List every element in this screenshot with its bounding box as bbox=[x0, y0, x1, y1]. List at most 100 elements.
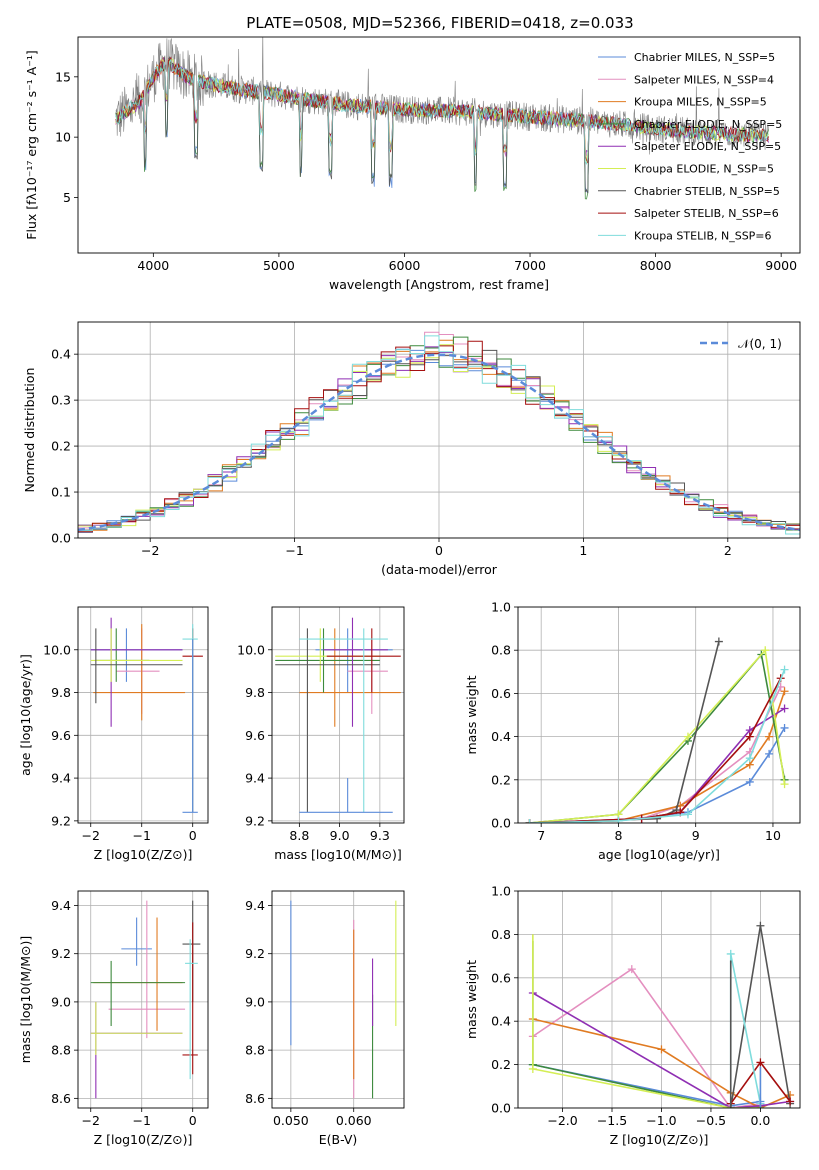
y-tick-label: 9.4 bbox=[245, 898, 265, 913]
x-tick-label: 0.0 bbox=[750, 1113, 770, 1128]
x-tick-label: −2 bbox=[82, 828, 100, 843]
y-tick-label: 0.2 bbox=[51, 439, 71, 454]
weight-series-2 bbox=[532, 967, 761, 1108]
weight-series-9 bbox=[729, 953, 762, 1104]
weight-series-5 bbox=[532, 992, 791, 1108]
y-tick-label: 9.6 bbox=[245, 728, 265, 743]
y-axis-label: mass [log10(M/M⊙)] bbox=[18, 936, 33, 1064]
axes-frame bbox=[517, 606, 801, 824]
y-tick-label: 0.8 bbox=[491, 927, 511, 942]
plot-area-weight-vs-Z bbox=[518, 891, 800, 1108]
x-axis-label: wavelength [Angstrom, rest frame] bbox=[329, 277, 549, 292]
y-tick-label: 8.8 bbox=[245, 1043, 265, 1058]
weight-series-2 bbox=[529, 686, 782, 823]
normal-curve bbox=[78, 353, 800, 532]
y-tick-label: 0.4 bbox=[51, 347, 71, 362]
x-tick-label: −1.0 bbox=[646, 1113, 676, 1128]
error-bar-point bbox=[299, 778, 393, 813]
y-axis-label: mass weight bbox=[464, 675, 479, 754]
legend-entry: Kroupa MILES, N_SSP=5 bbox=[634, 96, 767, 109]
weight-series-8 bbox=[529, 677, 782, 823]
weight-marker bbox=[765, 732, 774, 741]
y-tick-label: 0.0 bbox=[51, 531, 71, 546]
weight-marker bbox=[761, 646, 770, 655]
axes-mass-vs-Z: −2 −1 0 8.6 8.8 9.0 9.2 9.4 Z [log10(Z/Z⊙)] mass … bbox=[18, 890, 209, 1147]
x-tick-label: −1.5 bbox=[597, 1113, 627, 1128]
axes-weight-vs-age: 7 8 9 10 0.0 0.2 0.4 0.6 0.8 1.0 age [log10(age/yr… bbox=[464, 600, 801, 862]
weight-series-9 bbox=[529, 669, 786, 823]
x-tick-label: 6000 bbox=[389, 258, 421, 273]
x-tick-label: −1 bbox=[285, 543, 303, 558]
weight-marker bbox=[714, 637, 723, 646]
y-tick-label: 9.4 bbox=[51, 771, 71, 786]
error-bar-point bbox=[116, 628, 160, 714]
x-tick-label: 2 bbox=[724, 543, 732, 558]
x-axis-label: Z [log10(Z/Z⊙)] bbox=[610, 1132, 709, 1147]
y-tick-label: 0.2 bbox=[491, 1057, 511, 1072]
y-tick-label: 10 bbox=[55, 130, 71, 145]
x-tick-label: 9.0 bbox=[330, 828, 350, 843]
y-tick-label: 0.4 bbox=[491, 729, 511, 744]
y-tick-label: 9.8 bbox=[51, 685, 71, 700]
plot-area-age-vs-Z bbox=[78, 607, 208, 823]
y-axis-label: age [log10(age/yr)] bbox=[18, 654, 33, 776]
y-tick-label: 8.6 bbox=[245, 1091, 265, 1106]
x-tick-label: 1 bbox=[579, 543, 587, 558]
weight-marker bbox=[683, 810, 692, 819]
weight-marker bbox=[756, 921, 765, 930]
legend-entry: Salpeter STELIB, N_SSP=6 bbox=[634, 207, 779, 220]
axes-weight-vs-Z: −2.0 −1.5 −1.0 −0.5 0.0 0.0 0.2 0.4 0.6 0.8 1.0 Z [… bbox=[464, 884, 801, 1147]
error-bar-point bbox=[299, 628, 401, 727]
y-tick-label: 9.0 bbox=[51, 994, 71, 1009]
weight-marker bbox=[745, 732, 754, 741]
x-axis-label: age [log10(age/yr)] bbox=[598, 847, 720, 862]
axes-layer: 4000 5000 6000 7000 8000 900051015wavelength … bbox=[18, 36, 801, 1147]
y-tick-label: 10.0 bbox=[43, 642, 71, 657]
plot-area-weight-vs-age bbox=[518, 607, 800, 823]
axes-frame bbox=[271, 890, 405, 1109]
axes-frame bbox=[77, 890, 209, 1109]
x-tick-label: 4000 bbox=[137, 258, 169, 273]
weight-marker bbox=[525, 819, 534, 823]
x-tick-label: −2 bbox=[141, 543, 159, 558]
y-tick-label: 0.8 bbox=[491, 643, 511, 658]
y-axis-label: Flux [fλ10⁻¹⁷ erg cm⁻² s⁻¹ A⁻¹] bbox=[24, 50, 39, 239]
error-bar-point bbox=[93, 624, 186, 721]
x-tick-label: −1 bbox=[133, 1113, 151, 1128]
y-tick-label: 1.0 bbox=[491, 600, 511, 615]
error-bar-point bbox=[93, 917, 183, 1031]
weight-marker bbox=[614, 816, 623, 823]
error-bar-point bbox=[275, 628, 380, 813]
axes-age-vs-mass: 8.8 9.0 9.3 9.2 9.4 9.6 9.8 10.0 mass [log10(M/M… bbox=[237, 606, 405, 862]
weight-marker bbox=[745, 777, 754, 786]
legend-entry: Salpeter MILES, N_SSP=4 bbox=[634, 73, 774, 86]
x-tick-label: 9.3 bbox=[370, 828, 390, 843]
y-tick-label: 8.6 bbox=[51, 1091, 71, 1106]
y-tick-label: 9.0 bbox=[245, 994, 265, 1009]
legend-entry: Chabrier STELIB, N_SSP=5 bbox=[634, 185, 780, 198]
legend-entry: Kroupa ELODIE, N_SSP=5 bbox=[634, 163, 774, 176]
normal-legend-label: 𝒩(0, 1) bbox=[738, 337, 782, 351]
axes-spectrum: 4000 5000 6000 7000 8000 9000 5 10 15 wavelength … bbox=[24, 36, 801, 292]
y-tick-label: 0.0 bbox=[491, 816, 511, 831]
error-bar-point bbox=[182, 624, 198, 813]
legend-entry: Kroupa STELIB, N_SSP=6 bbox=[634, 229, 772, 242]
weight-marker bbox=[780, 704, 789, 713]
axes-frame bbox=[77, 606, 209, 824]
weight-series-4 bbox=[532, 1063, 761, 1108]
x-tick-label: −2.0 bbox=[547, 1113, 577, 1128]
y-tick-label: 9.4 bbox=[245, 771, 265, 786]
axes-frame bbox=[77, 36, 801, 254]
x-tick-label: −1 bbox=[133, 828, 151, 843]
x-axis-label: (data-model)/error bbox=[381, 562, 498, 577]
error-bar-point bbox=[185, 939, 198, 1080]
y-tick-label: 0.6 bbox=[491, 970, 511, 985]
y-tick-label: 0.6 bbox=[491, 686, 511, 701]
weight-marker bbox=[683, 732, 692, 741]
y-axis-label: Normed distribution bbox=[22, 368, 37, 493]
y-tick-label: 9.2 bbox=[245, 813, 265, 828]
x-tick-label: 0 bbox=[189, 828, 197, 843]
legend-entry: Salpeter ELODIE, N_SSP=5 bbox=[634, 140, 781, 153]
weight-series-1 bbox=[529, 727, 786, 823]
legend-entry: Chabrier MILES, N_SSP=5 bbox=[634, 51, 775, 64]
